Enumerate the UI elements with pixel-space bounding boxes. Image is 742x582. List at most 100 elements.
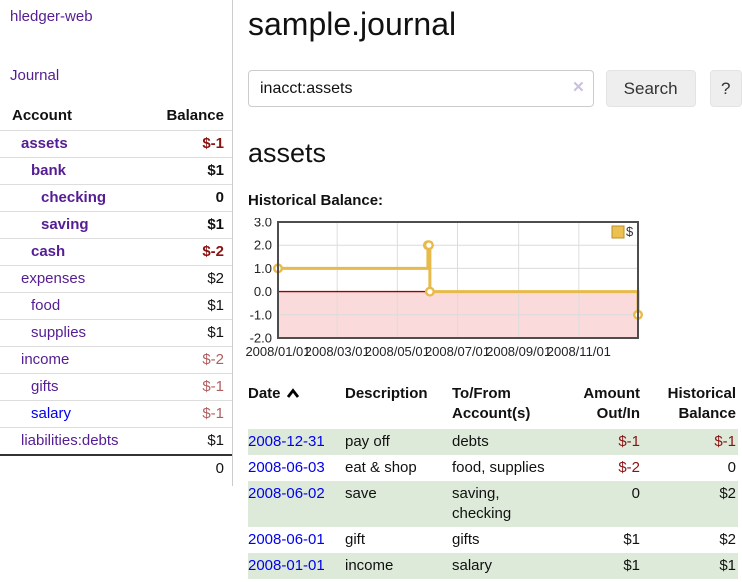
- account-page-title: assets: [248, 138, 327, 168]
- account-balance: $1: [149, 292, 232, 320]
- svg-text:-1.0: -1.0: [250, 307, 272, 322]
- register-table-body: 2008-12-31 pay off debts $-1 $-1 2008-06-03 ea…: [248, 429, 738, 579]
- account-link[interactable]: supplies: [31, 324, 87, 341]
- column-header-balance: Historical Balance: [667, 385, 736, 422]
- svg-text:-2.0: -2.0: [250, 331, 272, 346]
- transaction-amount: $1: [623, 531, 640, 548]
- svg-text:2008/01/01: 2008/01/01: [245, 344, 310, 359]
- account-balance: 0: [149, 184, 232, 212]
- clear-search-icon[interactable]: ✕: [572, 79, 585, 96]
- svg-text:2008/11/01: 2008/11/01: [547, 344, 611, 359]
- account-link[interactable]: checking: [41, 189, 107, 206]
- account-balance: $2: [149, 265, 232, 293]
- svg-text:2008/03/01: 2008/03/01: [305, 344, 370, 359]
- historical-balance-chart: $3.0 2.0 1.0 0.0 -1.0 -2.0 2008/01/01 2008/03/0…: [244, 215, 742, 369]
- transaction-date-link[interactable]: 2008-12-31: [248, 433, 325, 450]
- account-balance: $-1: [149, 400, 232, 428]
- account-row: cash $-2: [0, 238, 232, 266]
- account-link[interactable]: assets: [21, 135, 68, 152]
- transaction-row: 2008-06-01 gift gifts $1 $2: [248, 527, 738, 553]
- svg-text:2008/09/01: 2008/09/01: [486, 344, 551, 359]
- total-balance: 0: [149, 454, 232, 482]
- svg-text:2008/05/01: 2008/05/01: [365, 344, 430, 359]
- app-title-link[interactable]: hledger-web: [10, 8, 93, 25]
- transaction-date-link[interactable]: 2008-06-02: [248, 485, 325, 502]
- account-balance: $1: [149, 427, 232, 455]
- transaction-balance: 0: [727, 459, 736, 476]
- transaction-row: 2008-06-02 save saving, checking 0 $2: [248, 481, 738, 527]
- transaction-amount: $-1: [618, 433, 640, 450]
- transaction-accounts: debts: [452, 433, 489, 450]
- transaction-row: 2008-12-31 pay off debts $-1 $-1: [248, 429, 738, 455]
- account-link[interactable]: liabilities:debts: [21, 432, 119, 449]
- account-row: expenses $2: [0, 265, 232, 293]
- total-row: 0: [0, 454, 232, 482]
- account-balance: $1: [149, 157, 232, 185]
- account-column-header: Account: [12, 107, 72, 124]
- transaction-balance: $1: [719, 557, 736, 574]
- account-link[interactable]: cash: [31, 243, 66, 260]
- transaction-date-link[interactable]: 2008-06-01: [248, 531, 325, 548]
- account-link[interactable]: gifts: [31, 378, 59, 395]
- chart-svg: $3.0 2.0 1.0 0.0 -1.0 -2.02008/01/012008/03/0…: [245, 215, 644, 359]
- search-form: ✕ Search ?: [248, 70, 742, 107]
- account-row: saving $1: [0, 211, 232, 239]
- account-link[interactable]: salary: [31, 405, 72, 422]
- sort-ascending-icon: [286, 388, 299, 398]
- account-row: salary $-1: [0, 400, 232, 428]
- help-button[interactable]: ?: [709, 70, 742, 107]
- account-row: income $-2: [0, 346, 232, 374]
- svg-text:2008/07/01: 2008/07/01: [425, 344, 490, 359]
- transaction-description: pay off: [345, 433, 390, 450]
- transaction-date-link[interactable]: 2008-06-03: [248, 459, 325, 476]
- account-balance: $-1: [149, 373, 232, 401]
- transaction-date-link[interactable]: 2008-01-01: [248, 557, 325, 574]
- sidebar-item-journal[interactable]: Journal: [10, 67, 60, 84]
- column-header-description: Description: [345, 385, 428, 402]
- transaction-amount: 0: [631, 485, 640, 502]
- chart-label: Historical Balance:: [248, 192, 384, 209]
- main-content: sample.journal ✕ Search ? assets Histori…: [245, 0, 742, 579]
- transaction-description: gift: [345, 531, 366, 548]
- account-balance: $1: [149, 211, 232, 239]
- account-table-body: assets $-1 bank $1 checking 0 saving $1 cash $-2 e…: [0, 130, 232, 455]
- page-title: sample.journal: [248, 6, 457, 42]
- account-row: bank $1: [0, 157, 232, 185]
- account-link[interactable]: income: [21, 351, 70, 368]
- transaction-accounts: salary: [452, 557, 493, 574]
- transaction-amount: $1: [623, 557, 640, 574]
- column-header-amount: Amount Out/In: [583, 385, 640, 422]
- transaction-amount: $-2: [618, 459, 640, 476]
- transaction-balance: $2: [719, 531, 736, 548]
- account-balance-table: Account Balance assets $-1 bank $1 checking 0…: [0, 104, 232, 482]
- transaction-row: 2008-06-03 eat & shop food, supplies $-2 0: [248, 455, 738, 481]
- svg-text:0.0: 0.0: [254, 284, 272, 299]
- account-row: gifts $-1: [0, 373, 232, 401]
- account-row: checking 0: [0, 184, 232, 212]
- column-header-accounts: To/From Account(s): [452, 385, 531, 422]
- search-input[interactable]: [248, 70, 594, 107]
- transaction-balance: $2: [719, 485, 736, 502]
- transaction-row: 2008-01-01 income salary $1 $1: [248, 553, 738, 579]
- transaction-accounts: saving, checking: [452, 485, 512, 522]
- svg-text:1.0: 1.0: [254, 261, 272, 276]
- account-link[interactable]: saving: [41, 216, 89, 233]
- account-link[interactable]: food: [31, 297, 61, 314]
- account-row: food $1: [0, 292, 232, 320]
- column-header-date[interactable]: Date: [248, 382, 345, 429]
- search-button[interactable]: Search: [605, 70, 696, 107]
- account-balance: $-2: [149, 346, 232, 374]
- transaction-accounts: food, supplies: [452, 459, 545, 476]
- account-link[interactable]: bank: [31, 162, 67, 179]
- account-balance: $-2: [149, 238, 232, 266]
- transaction-balance: $-1: [714, 433, 736, 450]
- account-balance: $1: [149, 319, 232, 347]
- account-row: assets $-1: [0, 130, 232, 158]
- account-link[interactable]: expenses: [21, 270, 86, 287]
- balance-column-header: Balance: [166, 107, 224, 124]
- sidebar: hledger-web Journal Account Balance asse…: [0, 0, 233, 486]
- transaction-description: income: [345, 557, 394, 574]
- transaction-description: eat & shop: [345, 459, 417, 476]
- transaction-accounts: gifts: [452, 531, 480, 548]
- register-table: Date Description To/From Account(s) Amou…: [248, 382, 738, 579]
